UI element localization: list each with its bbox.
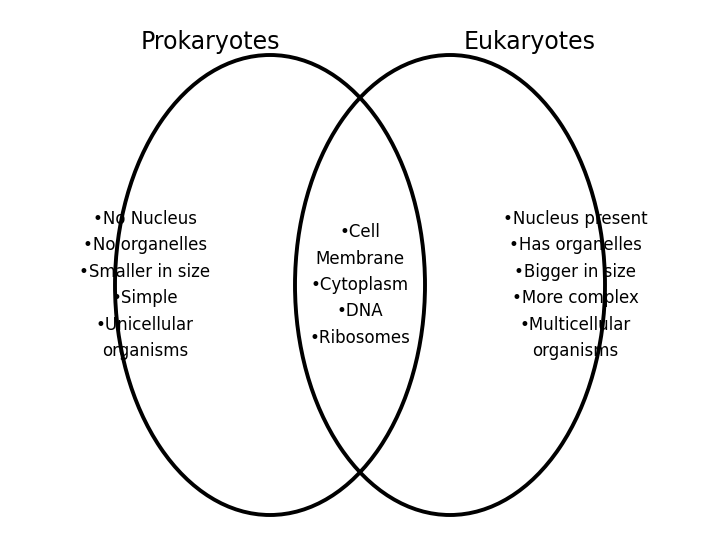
Text: •Cell
Membrane
•Cytoplasm
•DNA
•Ribosomes: •Cell Membrane •Cytoplasm •DNA •Ribosome… (310, 223, 410, 347)
Text: Eukaryotes: Eukaryotes (464, 30, 596, 54)
Text: Prokaryotes: Prokaryotes (140, 30, 280, 54)
Text: •No Nucleus
•No organelles
•Smaller in size
•Simple
•Unicellular
organisms: •No Nucleus •No organelles •Smaller in s… (79, 210, 210, 360)
Text: •Nucleus present
•Has organelles
•Bigger in size
•More complex
•Multicellular
or: •Nucleus present •Has organelles •Bigger… (503, 210, 647, 360)
